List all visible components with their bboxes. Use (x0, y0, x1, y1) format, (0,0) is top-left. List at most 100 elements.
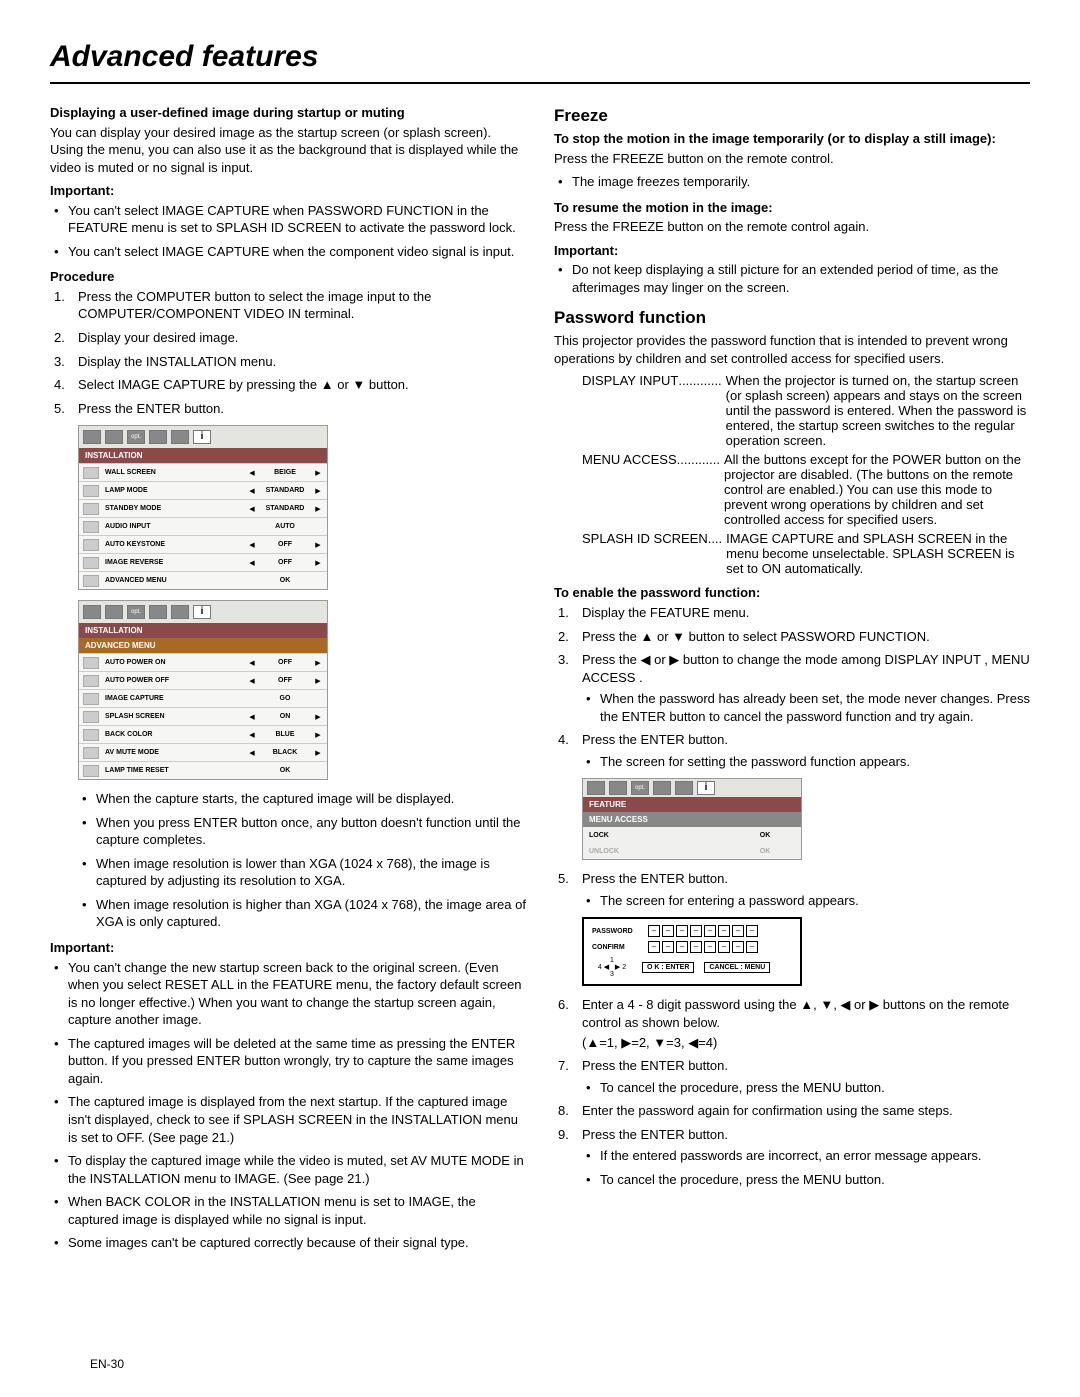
advanced-menu: opt. i INSTALLATION ADVANCED MENU AUTO P… (78, 600, 328, 780)
list-item: When BACK COLOR in the INSTALLATION menu… (50, 1193, 526, 1228)
list-item: You can't select IMAGE CAPTURE when the … (50, 243, 526, 261)
enable-head: To enable the password function: (554, 584, 1030, 602)
list-item: 6.Enter a 4 - 8 digit password using the… (554, 996, 1030, 1051)
password-entry-box: PASSWORD –––– –––– CONFIRM –––– –––– 14 … (582, 917, 802, 986)
menu-tabs: opt. i (79, 426, 327, 448)
feature-row: LOCKOK (583, 827, 801, 843)
list-item: 7.Press the ENTER button. To cancel the … (554, 1057, 1030, 1096)
list-item: If the entered passwords are incorrect, … (582, 1147, 1030, 1165)
menu-tabs: opt. i (79, 601, 327, 623)
intro-paragraph: You can display your desired image as th… (50, 124, 526, 177)
list-item: When image resolution is higher than XGA… (78, 896, 526, 931)
menu-tab-icon (83, 430, 101, 444)
list-item: To cancel the procedure, press the MENU … (582, 1079, 1030, 1097)
password-label: PASSWORD (592, 928, 648, 935)
feature-menu: opt. i FEATURE MENU ACCESS LOCKOK UNLOCK… (582, 778, 802, 860)
list-item: Do not keep displaying a still picture f… (554, 261, 1030, 296)
confirm-boxes: –––– –––– (648, 941, 758, 953)
list-item: 2.Display your desired image. (50, 329, 526, 347)
info-tab-icon: i (697, 781, 715, 795)
list-item: The captured images will be deleted at t… (50, 1035, 526, 1088)
list-item: The screen for entering a password appea… (582, 892, 1030, 910)
list-item: You can't change the new startup screen … (50, 959, 526, 1029)
menu-tab-icon: opt. (127, 430, 145, 444)
list-item: The screen for setting the password func… (582, 753, 1030, 771)
arrow-legend: 14 ◀ ▶ 23 (592, 957, 632, 978)
resume-head: To resume the motion in the image: (554, 199, 1030, 217)
menu-tab-icon: opt. (127, 605, 145, 619)
menu-tab-icon (171, 605, 189, 619)
list-item: 5.Press the ENTER button. The screen for… (554, 870, 1030, 909)
list-item: 8.Enter the password again for confirmat… (554, 1102, 1030, 1120)
menu-tab-icon (149, 430, 167, 444)
list-item: 3.Display the INSTALLATION menu. (50, 353, 526, 371)
menu-header: INSTALLATION (79, 623, 327, 638)
list-item: 3.Press the ◀ or ▶ button to change the … (554, 651, 1030, 725)
important-list-2: You can't change the new startup screen … (50, 959, 526, 1252)
ok-button-label: O K : ENTER (642, 962, 694, 973)
list-item: When the password has already been set, … (582, 690, 1030, 725)
menu-tab-icon (105, 430, 123, 444)
list-item: When the capture starts, the captured im… (78, 790, 526, 808)
list-item: The image freezes temporarily. (554, 173, 1030, 191)
def-row: MENU ACCESS ............ All the buttons… (582, 452, 1030, 527)
menu-tab-icon (105, 605, 123, 619)
list-item: The captured image is displayed from the… (50, 1093, 526, 1146)
list-item: Some images can't be captured correctly … (50, 1234, 526, 1252)
password-boxes: –––– –––– (648, 925, 758, 937)
menu-tab-icon (171, 430, 189, 444)
feature-row: UNLOCKOK (583, 843, 801, 859)
def-row: DISPLAY INPUT............ When the proje… (582, 373, 1030, 448)
freeze-sub: To stop the motion in the image temporar… (554, 130, 1030, 148)
title-rule (50, 82, 1030, 84)
list-item: 4.Select IMAGE CAPTURE by pressing the ▲… (50, 376, 526, 394)
heading-display-image: Displaying a user-defined image during s… (50, 104, 526, 122)
list-item: 1.Press the COMPUTER button to select th… (50, 288, 526, 323)
installation-menu: opt. i INSTALLATION WALL SCREEN◀BEIGE▶ L… (78, 425, 328, 590)
menu-subheader: ADVANCED MENU (79, 638, 327, 653)
password-definitions: DISPLAY INPUT............ When the proje… (554, 373, 1030, 576)
menu-tab-icon (83, 605, 101, 619)
menu-header: INSTALLATION (79, 448, 327, 463)
freeze-bullet: The image freezes temporarily. (554, 173, 1030, 191)
cancel-button-label: CANCEL : MENU (704, 962, 770, 973)
list-item: To display the captured image while the … (50, 1152, 526, 1187)
menu-tab-icon: opt. (631, 781, 649, 795)
important2-head: Important: (50, 939, 526, 957)
page-number: EN-30 (90, 1357, 124, 1371)
feature-header: FEATURE (583, 797, 801, 812)
enable-list: 1.Display the FEATURE menu. 2.Press the … (554, 604, 1030, 770)
info-tab-icon: i (193, 605, 211, 619)
resume-p: Press the FREEZE button on the remote co… (554, 218, 1030, 236)
list-item: 5.Press the ENTER button. (50, 400, 526, 418)
menu-tab-icon (653, 781, 671, 795)
list-item: 2.Press the ▲ or ▼ button to select PASS… (554, 628, 1030, 646)
capture-notes: When the capture starts, the captured im… (50, 790, 526, 931)
list-item: To cancel the procedure, press the MENU … (582, 1171, 1030, 1189)
password-intro: This projector provides the password fun… (554, 332, 1030, 367)
procedure-list: 1.Press the COMPUTER button to select th… (50, 288, 526, 417)
important-опис1inent-head: Important: (50, 182, 526, 200)
menu-tab-icon (609, 781, 627, 795)
list-item: 1.Display the FEATURE menu. (554, 604, 1030, 622)
enable-list-cont2: 6.Enter a 4 - 8 digit password using the… (554, 996, 1030, 1188)
freeze-p1: Press the FREEZE button on the remote co… (554, 150, 1030, 168)
list-item: 9.Press the ENTER button. If the entered… (554, 1126, 1030, 1189)
info-tab-icon: i (193, 430, 211, 444)
list-item: When you press ENTER button once, any bu… (78, 814, 526, 849)
menu-tab-icon (587, 781, 605, 795)
right-column: Freeze To stop the motion in the image t… (554, 102, 1030, 1260)
list-item: 4.Press the ENTER button. The screen for… (554, 731, 1030, 770)
left-column: Displaying a user-defined image during s… (50, 102, 526, 1260)
menu-tab-icon (675, 781, 693, 795)
freeze-imp: Do not keep displaying a still picture f… (554, 261, 1030, 296)
menu-access-header: MENU ACCESS (583, 812, 801, 827)
def-row: SPLASH ID SCREEN.... IMAGE CAPTURE and S… (582, 531, 1030, 576)
freeze-imp-head: Important: (554, 242, 1030, 260)
list-item: When image resolution is lower than XGA … (78, 855, 526, 890)
important-list-1: You can't select IMAGE CAPTURE when PASS… (50, 202, 526, 261)
confirm-label: CONFIRM (592, 944, 648, 951)
enable-list-cont: 5.Press the ENTER button. The screen for… (554, 870, 1030, 909)
page-title: Advanced features (50, 40, 1030, 74)
pw-map: (▲=1, ▶=2, ▼=3, ◀=4) (582, 1034, 1030, 1052)
